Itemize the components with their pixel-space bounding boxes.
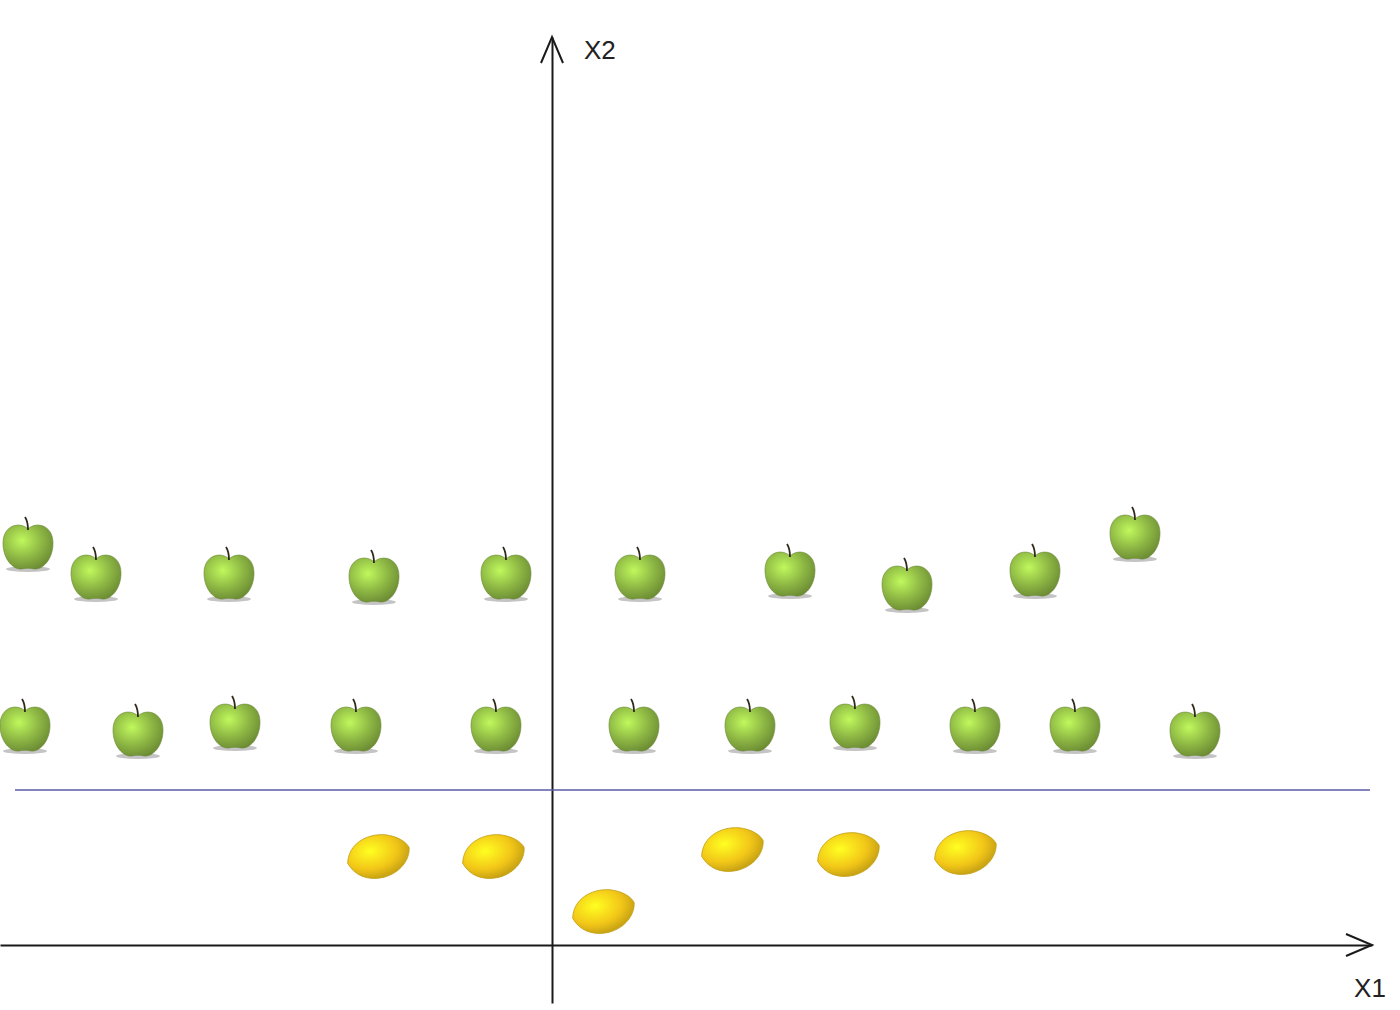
apple-stem	[371, 550, 374, 563]
y-axis-line	[552, 38, 554, 1004]
apple-body	[1050, 707, 1100, 751]
lemon-body	[931, 827, 999, 878]
apple-stem	[852, 696, 855, 709]
apple	[0, 699, 50, 754]
apple-stem	[637, 547, 640, 560]
apple-stem	[493, 699, 496, 712]
apple-body	[882, 566, 932, 610]
lemon-body	[459, 831, 527, 882]
apple	[113, 704, 163, 759]
apple-body	[204, 555, 254, 599]
x-arrow	[1346, 934, 1372, 956]
apple-body	[1010, 552, 1060, 596]
x-axis-line	[1, 945, 1373, 947]
lemon	[698, 824, 766, 875]
apple	[765, 544, 815, 599]
apple-stem	[747, 699, 750, 712]
lemon	[459, 831, 527, 882]
apple-body	[765, 552, 815, 596]
apple-body	[210, 704, 260, 748]
apple	[210, 696, 260, 751]
plot-area	[0, 507, 1370, 937]
apple-stem	[226, 547, 229, 560]
y-axis	[552, 38, 553, 1004]
apple	[1010, 544, 1060, 599]
apple	[609, 699, 659, 754]
lemon	[814, 829, 882, 880]
apple-stem	[25, 517, 28, 530]
apple-stem	[972, 699, 975, 712]
apple-body	[71, 555, 121, 599]
apple-stem	[353, 699, 356, 712]
apple-stem	[93, 547, 96, 560]
decision-line	[15, 789, 1370, 791]
apple	[1050, 699, 1100, 754]
apple	[1170, 704, 1220, 759]
apple-body	[725, 707, 775, 751]
apple-body	[349, 558, 399, 602]
apple-stem	[1132, 507, 1135, 520]
lemon	[931, 827, 999, 878]
y-axis-label: X2	[584, 35, 616, 65]
apple-stem	[1192, 704, 1195, 717]
apple	[615, 547, 665, 602]
apple-body	[615, 555, 665, 599]
apple-body	[471, 707, 521, 751]
lemon-body	[569, 886, 637, 937]
apple-body	[1110, 515, 1160, 559]
chart: X2 X1	[0, 0, 1400, 1010]
lemon-body	[344, 831, 412, 882]
apple-body	[1170, 712, 1220, 756]
apple-stem	[1032, 544, 1035, 557]
apple	[882, 558, 932, 613]
apple	[1110, 507, 1160, 562]
apple-body	[609, 707, 659, 751]
apple-stem	[22, 699, 25, 712]
apple-stem	[787, 544, 790, 557]
lemon-body	[698, 824, 766, 875]
apple-stem	[904, 558, 907, 571]
apple-body	[481, 555, 531, 599]
apple-body	[830, 704, 880, 748]
apple-stem	[135, 704, 138, 717]
lemon-body	[814, 829, 882, 880]
apple-stem	[631, 699, 634, 712]
apple-body	[113, 712, 163, 756]
apple-stem	[503, 547, 506, 560]
lemon	[569, 886, 637, 937]
apple	[3, 517, 53, 572]
apple	[331, 699, 381, 754]
x-axis-label: X1	[1354, 973, 1386, 1003]
apple-body	[950, 707, 1000, 751]
x-axis	[1, 945, 1373, 946]
apple	[725, 699, 775, 754]
apple	[830, 696, 880, 751]
y-arrow	[541, 37, 563, 63]
apple-body	[3, 525, 53, 569]
apple	[71, 547, 121, 602]
apple-stem	[1072, 699, 1075, 712]
apple	[349, 550, 399, 605]
apple	[471, 699, 521, 754]
apple	[204, 547, 254, 602]
apple	[481, 547, 531, 602]
apple-body	[331, 707, 381, 751]
apple-body	[0, 707, 50, 751]
apple-stem	[232, 696, 235, 709]
lemon	[344, 831, 412, 882]
apple	[950, 699, 1000, 754]
